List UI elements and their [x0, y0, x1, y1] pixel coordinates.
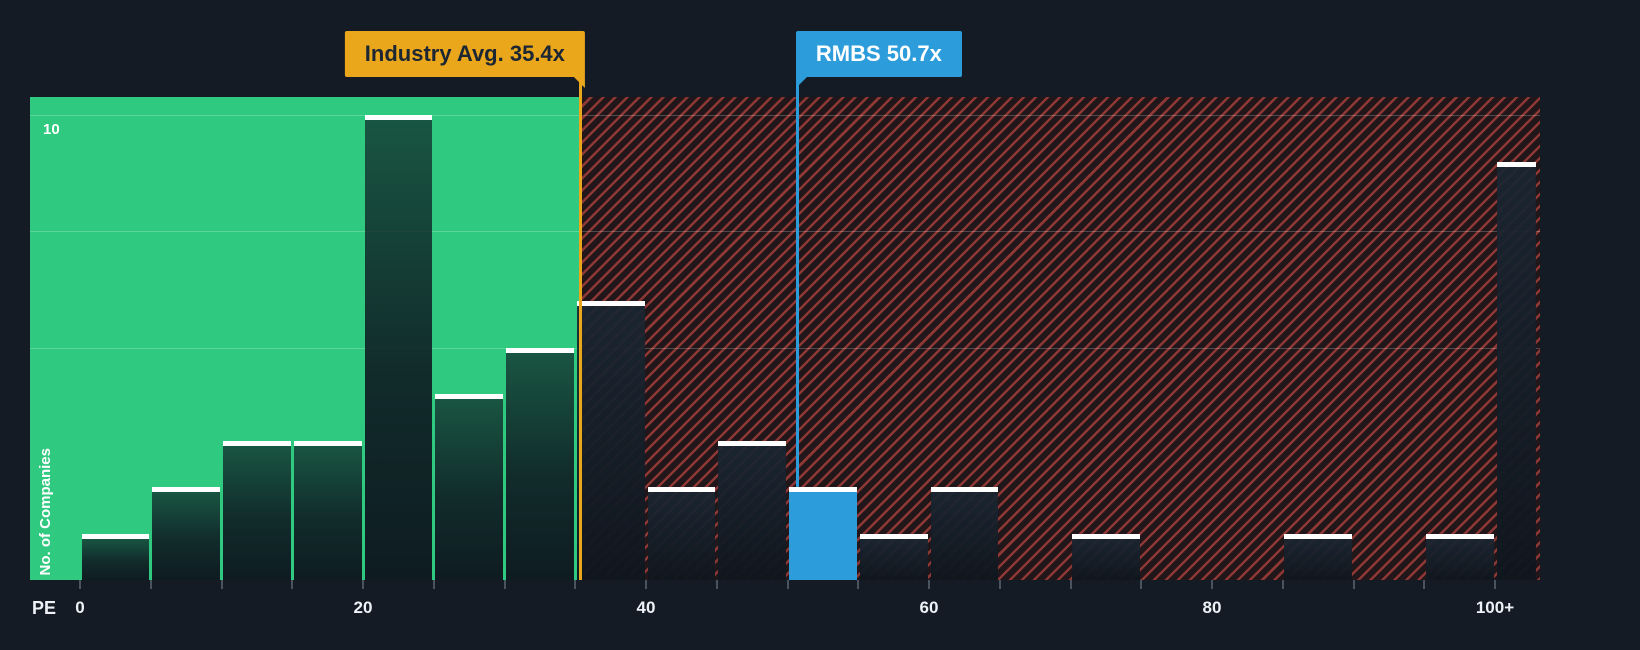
histogram-bar[interactable]: [930, 487, 999, 580]
histogram-bar[interactable]: [152, 487, 220, 580]
label-pointer-icon: [572, 76, 585, 88]
histogram-bar[interactable]: [1284, 533, 1352, 580]
industry-avg-line: [579, 76, 583, 580]
histogram-bar[interactable]: [81, 533, 150, 580]
x-axis-tick: [574, 580, 577, 589]
histogram-bar[interactable]: [364, 115, 433, 580]
x-axis-tick-label: 80: [1202, 598, 1222, 617]
x-axis: PE 0 20 40 60 80 100+: [0, 598, 1640, 628]
x-axis-tick: [1352, 580, 1355, 589]
gridline: [30, 231, 1540, 233]
histogram-bar[interactable]: [1496, 161, 1536, 580]
x-axis-tick: [928, 580, 930, 589]
x-axis-tick-label: 40: [636, 598, 656, 617]
x-axis-tick: [1281, 580, 1284, 589]
x-axis-tick: [645, 580, 647, 589]
histogram-bar[interactable]: [1072, 533, 1140, 580]
histogram-bar[interactable]: [647, 487, 716, 580]
x-axis-title: PE: [32, 598, 57, 618]
histogram-bar[interactable]: [859, 533, 928, 580]
x-axis-tick: [998, 580, 1001, 589]
histogram-bar[interactable]: [293, 440, 362, 580]
x-axis-tick: [220, 580, 223, 589]
industry-avg-label-text: Industry Avg. 35.4x: [364, 41, 565, 66]
histogram-bar[interactable]: [223, 440, 291, 580]
x-axis-tick: [79, 580, 81, 589]
x-axis-tick: [432, 580, 435, 589]
x-axis-tick: [857, 580, 860, 589]
x-axis-tick: [1069, 580, 1072, 589]
x-axis-tick: [786, 580, 789, 589]
y-axis-tick-label: 10: [43, 121, 60, 138]
x-axis-tick: [715, 580, 718, 589]
gridline: [30, 115, 1540, 116]
x-axis-tick: [1140, 580, 1143, 589]
rmbs-label-text: RMBS 50.7x: [815, 41, 942, 66]
rmbs-marker-line: [795, 76, 799, 487]
histogram-bar[interactable]: [435, 394, 503, 580]
x-axis-tick: [362, 580, 364, 589]
x-axis-tick: [149, 580, 152, 589]
rmbs-label[interactable]: RMBS 50.7x: [795, 31, 962, 88]
histogram-bar[interactable]: [1425, 533, 1494, 580]
x-axis-tick: [1423, 580, 1426, 589]
x-axis-tick-label: 100+: [1475, 598, 1515, 617]
gridline: [30, 347, 1540, 349]
histogram-bar[interactable]: [506, 347, 574, 580]
x-axis-tick-label: 60: [919, 598, 939, 617]
x-axis-tick-label: 0: [75, 598, 85, 617]
histogram-bar-rmbs[interactable]: [789, 487, 857, 580]
histogram-bar[interactable]: [718, 440, 786, 580]
x-axis-tick: [1211, 580, 1213, 589]
industry-avg-label[interactable]: Industry Avg. 35.4x: [344, 31, 585, 88]
label-pointer-icon: [795, 76, 808, 88]
x-axis-tick-label: 20: [353, 598, 373, 617]
histogram-bar[interactable]: [576, 301, 645, 580]
x-axis-tick: [291, 580, 294, 589]
y-axis-title: No. of Companies: [37, 448, 54, 576]
x-axis-tick: [503, 580, 506, 589]
above-average-zone: [580, 97, 1540, 580]
x-axis-tick: [1494, 580, 1496, 589]
plot-area: 10 No. of Companies: [30, 97, 1540, 580]
